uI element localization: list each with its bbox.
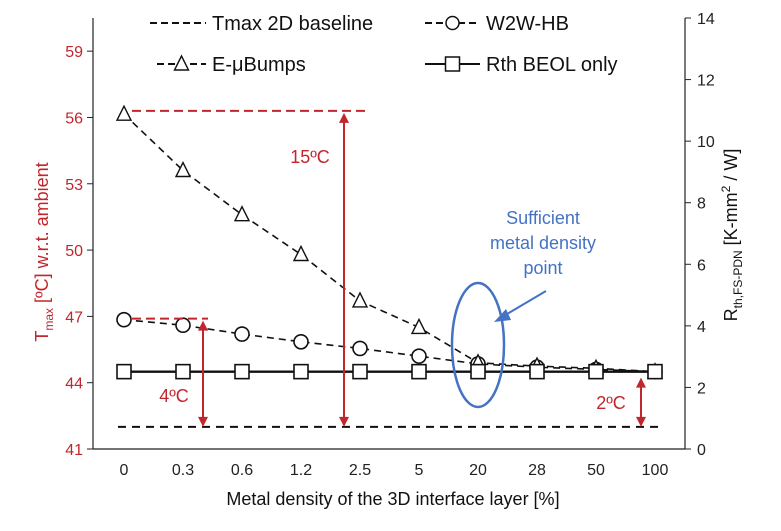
- point-rth-beol-only: [529, 363, 545, 380]
- x-tick-label: 20: [469, 462, 487, 479]
- callout-line: point: [523, 258, 562, 278]
- legend-item: W2W-HB: [425, 13, 569, 35]
- arrow-2-head-top: [636, 377, 646, 388]
- legend-label: E-μBumps: [212, 54, 306, 76]
- point-e-mubumps: [233, 205, 251, 222]
- point-e-mubumps: [115, 104, 133, 121]
- callout-arrow-head: [494, 309, 511, 322]
- x-tick-label: 2.5: [349, 462, 371, 479]
- x-tick-label: 28: [528, 462, 546, 479]
- x-tick-label: 100: [642, 462, 669, 479]
- left-axis-title-sub: max: [42, 308, 56, 331]
- legend-label: W2W-HB: [486, 13, 569, 35]
- point-rth-beol-only: [116, 363, 132, 380]
- x-tick-label: 0: [120, 462, 129, 479]
- arrow-15-head-bottom: [339, 416, 349, 427]
- left-tick-label: 59: [65, 44, 83, 61]
- right-axis-title-rest2: / W]: [721, 149, 741, 186]
- legend-label: Rth BEOL only: [486, 54, 618, 76]
- annotation-4-label: 4ºC: [159, 386, 189, 406]
- right-tick-label: 14: [697, 11, 715, 28]
- point-e-mubumps: [292, 244, 310, 262]
- right-axis-title-rest1: [K-mm: [721, 192, 741, 250]
- point-rth-beol-only: [411, 363, 427, 380]
- x-tick-label: 1.2: [290, 462, 312, 479]
- arrow-4-head-bottom: [198, 416, 208, 427]
- left-axis-title-main: T: [32, 331, 52, 342]
- left-tick-label: 53: [65, 177, 83, 194]
- annotation-15-label: 15ºC: [290, 147, 330, 167]
- arrow-15: [339, 112, 349, 427]
- x-tick-label: 0.6: [231, 462, 253, 479]
- right-axis-title: Rth,FS-PDN [K-mm2 / W]: [719, 149, 745, 322]
- right-axis-title-sub: th,FS-PDN: [731, 250, 745, 308]
- left-tick-label: 47: [65, 309, 83, 326]
- legend: Tmax 2D baseline W2W-HB E-μBumps Rth BEOL o…: [150, 13, 618, 76]
- point-e-mubumps: [351, 291, 369, 308]
- right-axis-title-main: R: [721, 308, 741, 321]
- legend-item: Tmax 2D baseline: [150, 13, 373, 35]
- point-rth-beol-only: [352, 363, 368, 380]
- right-tick-label: 12: [697, 73, 715, 90]
- callout-arrow-shaft: [501, 290, 547, 318]
- annotation-2-label: 2ºC: [596, 393, 626, 413]
- legend-marker-triangle: [173, 54, 190, 71]
- left-tick-label: 56: [65, 110, 83, 127]
- arrow-2-head-bottom: [636, 416, 646, 427]
- series-layer: [115, 104, 664, 428]
- right-tick-label: 8: [697, 196, 706, 213]
- point-w2w-hb: [175, 317, 191, 334]
- legend-item: Rth BEOL only: [425, 54, 618, 76]
- point-e-mubumps: [174, 160, 192, 178]
- point-w2w-hb: [293, 334, 309, 350]
- point-rth-beol-only: [234, 363, 250, 380]
- axis-ticks: 41 44 47 50 53 56 59 0 2 4 6 8 10 12 14 0 0.3 0.6 1.2 2.5 5 2…: [65, 11, 715, 479]
- left-axis-title: Tmax [ºC] w.r.t. ambient: [32, 162, 56, 341]
- right-tick-label: 6: [697, 257, 706, 274]
- annotations: 15ºC 4ºC 2ºC Sufficient metal density point: [132, 109, 646, 427]
- right-axis-title-sup: 2: [719, 185, 733, 192]
- arrow-15-head-top: [339, 112, 349, 123]
- right-tick-label: 4: [697, 319, 706, 336]
- left-axis-title-rest: [ºC] w.r.t. ambient: [32, 162, 52, 308]
- left-tick-label: 41: [65, 442, 83, 459]
- right-tick-label: 2: [697, 380, 706, 397]
- callout-line: metal density: [490, 233, 596, 253]
- legend-marker-square: [444, 56, 461, 72]
- x-tick-label: 0.3: [172, 462, 194, 479]
- point-rth-beol-only: [647, 363, 663, 380]
- point-rth-beol-only: [175, 363, 191, 380]
- point-w2w-hb: [234, 326, 250, 342]
- arrow-4: [198, 320, 208, 427]
- point-w2w-hb: [352, 340, 368, 357]
- legend-item: E-μBumps: [157, 54, 306, 76]
- point-rth-beol-only: [588, 363, 604, 380]
- x-tick-label: 50: [587, 462, 605, 479]
- arrow-4-head-top: [198, 320, 208, 331]
- series-line-w2w-hb: [123, 318, 656, 373]
- point-w2w-hb: [116, 311, 132, 328]
- right-tick-label: 0: [697, 442, 706, 459]
- legend-marker-circle: [445, 15, 460, 31]
- point-rth-beol-only: [470, 363, 486, 380]
- x-tick-label: 5: [415, 462, 424, 479]
- left-tick-label: 50: [65, 243, 83, 260]
- left-tick-label: 44: [65, 376, 83, 393]
- arrow-2: [636, 377, 646, 427]
- plot-area: [92, 18, 686, 450]
- x-axis-title: Metal density of the 3D interface layer …: [226, 489, 559, 509]
- legend-label: Tmax 2D baseline: [212, 13, 373, 35]
- point-w2w-hb: [411, 348, 427, 364]
- point-e-mubumps: [410, 317, 428, 335]
- right-tick-label: 10: [697, 134, 715, 151]
- callout-line: Sufficient: [506, 208, 580, 228]
- point-rth-beol-only: [293, 363, 309, 380]
- sufficient-density-ellipse: [450, 281, 506, 409]
